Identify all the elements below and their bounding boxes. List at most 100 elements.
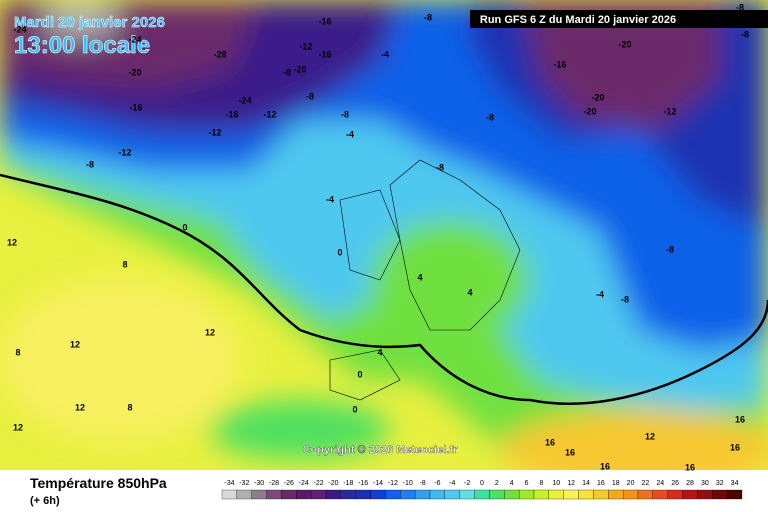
isotherm-label: -8 — [424, 12, 432, 22]
scale-label: 10 — [552, 480, 560, 487]
isotherm-label: -8 — [306, 91, 314, 101]
isotherm-label: 0 — [357, 369, 362, 379]
scale-label: -10 — [403, 480, 413, 487]
scale-label: -2 — [464, 480, 470, 487]
scale-swatch — [444, 489, 460, 500]
scale-swatch — [325, 489, 342, 500]
isotherm-label: -12 — [663, 106, 676, 116]
scale-label: -34 — [224, 480, 234, 487]
scale-label: -20 — [328, 480, 338, 487]
scale-label: -4 — [449, 480, 455, 487]
copyright: Copyright © 2026 Meteociel.fr — [303, 444, 459, 456]
isotherm-label: -8 — [283, 67, 291, 77]
isotherm-label: -4 — [346, 129, 354, 139]
isotherm-label: 4 — [467, 287, 472, 297]
scale-label: -18 — [343, 480, 353, 487]
scale-label: 34 — [731, 480, 739, 487]
isotherm-label: 0 — [352, 404, 357, 414]
isotherm-label: 16 — [685, 462, 695, 472]
scale-swatch — [355, 489, 371, 500]
isotherm-label: -16 — [225, 109, 238, 119]
isotherm-label: -16 — [318, 49, 331, 59]
isotherm-label: 0 — [182, 222, 187, 232]
scale-swatch — [296, 489, 312, 500]
isotherm-label: -8 — [621, 294, 629, 304]
isotherm-label: -12 — [208, 127, 221, 137]
scale-swatch — [504, 489, 520, 500]
scale-label: 32 — [716, 480, 724, 487]
isotherm-label: 8 — [122, 259, 127, 269]
scale-label: 20 — [627, 480, 635, 487]
scale-label: 14 — [582, 480, 590, 487]
scale-swatch — [489, 489, 505, 500]
scale-label: -28 — [269, 480, 279, 487]
scale-label: -8 — [419, 480, 425, 487]
isotherm-label: -20 — [618, 39, 631, 49]
run-banner — [470, 10, 768, 28]
isotherm-label: 8 — [127, 402, 132, 412]
scale-label: 8 — [539, 480, 543, 487]
isotherm-label: 4 — [377, 347, 382, 357]
scale-label: 12 — [567, 480, 575, 487]
scale-label: 18 — [612, 480, 620, 487]
scale-label: -30 — [254, 480, 264, 487]
scale-label: 30 — [701, 480, 709, 487]
isotherm-label: 12 — [7, 237, 17, 247]
isotherm-label: 8 — [15, 347, 20, 357]
isotherm-label: -8 — [436, 162, 444, 172]
isotherm-label: -8 — [341, 109, 349, 119]
isotherm-label: -24 — [128, 34, 141, 44]
isotherm-label: -4 — [381, 49, 389, 59]
isotherm-label: -28 — [213, 49, 226, 59]
isotherm-label: 16 — [730, 442, 740, 452]
scale-label: 16 — [597, 480, 605, 487]
isotherm-label: -8 — [86, 159, 94, 169]
scale-swatch — [652, 489, 668, 500]
isotherm-label: -20 — [128, 67, 141, 77]
isotherm-label: 16 — [565, 447, 575, 457]
local-time: 13:00 locale — [14, 32, 150, 59]
scale-label: 0 — [480, 480, 484, 487]
scale-swatch — [593, 489, 609, 500]
isotherm-label: -20 — [293, 64, 306, 74]
date: Mardi 20 janvier 2026 — [14, 14, 165, 31]
scale-swatch — [459, 489, 475, 500]
isotherm-label: -12 — [263, 109, 276, 119]
scale-swatch — [667, 489, 683, 500]
isotherm-label: -12 — [299, 41, 312, 51]
scale-swatch — [533, 489, 550, 500]
isotherm-label: -20 — [591, 92, 604, 102]
isotherm-label: 12 — [70, 339, 80, 349]
scale-swatch — [400, 489, 416, 500]
scale-label: 22 — [642, 480, 650, 487]
scale-label: 6 — [525, 480, 529, 487]
scale-swatch — [236, 489, 252, 500]
isotherm-label: -16 — [129, 102, 142, 112]
scale-label: -16 — [358, 480, 368, 487]
scale-swatch — [578, 489, 594, 500]
scale-swatch — [385, 489, 401, 500]
isotherm-label: -4 — [326, 194, 334, 204]
isotherm-label: 0 — [337, 247, 342, 257]
isotherm-label: 4 — [417, 272, 422, 282]
scale-label: 28 — [686, 480, 694, 487]
scale-label: -12 — [388, 480, 398, 487]
isotherm-label: -20 — [583, 106, 596, 116]
scale-swatch — [682, 489, 698, 500]
scale-swatch — [251, 489, 267, 500]
scale-swatch — [221, 489, 238, 500]
isotherm-label: -24 — [13, 24, 26, 34]
scale-swatch — [563, 489, 579, 500]
map — [0, 0, 768, 470]
isotherm-label: -8 — [741, 29, 749, 39]
scale-label: -24 — [299, 480, 309, 487]
isotherm-label: -24 — [238, 95, 251, 105]
isotherm-label: 12 — [75, 402, 85, 412]
scale-swatch — [429, 489, 446, 500]
scale-swatch — [712, 489, 728, 500]
scale-label: 26 — [671, 480, 679, 487]
scale-swatch — [608, 489, 624, 500]
scale-label: 2 — [495, 480, 499, 487]
scale-swatch — [622, 489, 639, 500]
